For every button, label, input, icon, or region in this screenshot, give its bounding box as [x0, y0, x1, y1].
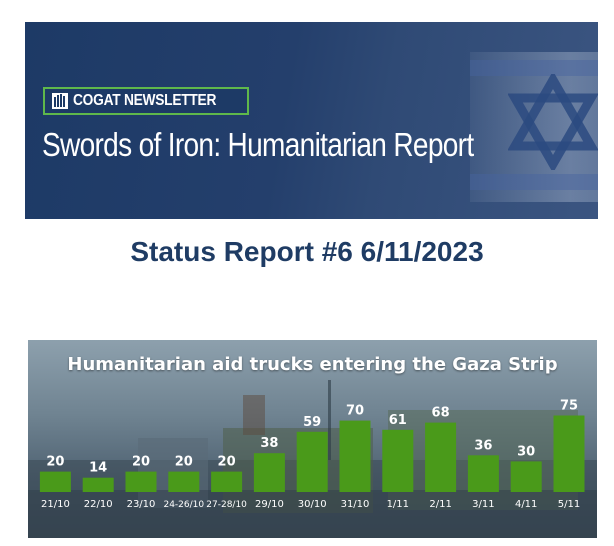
star-of-david-icon [508, 74, 598, 170]
bar-value-label: 30 [517, 444, 535, 459]
category-label: 29/10 [255, 499, 284, 510]
category-label: 4/11 [515, 499, 537, 510]
newsletter-badge: COGAT NEWSLETTER [43, 87, 250, 115]
bar-value-label: 36 [474, 438, 492, 453]
aid-trucks-chart: Humanitarian aid trucks entering the Gaz… [28, 340, 597, 538]
status-report-title: Status Report #6 6/11/2023 [130, 236, 484, 267]
chart-bar [296, 431, 328, 492]
newsletter-label: COGAT NEWSLETTER [73, 92, 217, 109]
bar-value-label: 59 [303, 415, 321, 430]
newsletter-banner: COGAT NEWSLETTER Swords of Iron: Humanit… [25, 22, 598, 219]
bar-value-label: 61 [389, 413, 407, 428]
chart-bar [425, 422, 457, 492]
category-label: 3/11 [472, 499, 494, 510]
report-title: Swords of Iron: Humanitarian Report [42, 126, 474, 163]
chart-plot: 20 21/10 14 22/10 20 23/10 20 24-26/10 20 27-28/1… [39, 399, 585, 510]
category-label: 27-28/10 [206, 500, 247, 510]
bar-value-label: 70 [346, 404, 364, 419]
bar-value-label: 20 [218, 455, 236, 470]
chart-bar [253, 453, 285, 492]
category-label: 1/11 [387, 499, 409, 510]
category-label: 31/10 [341, 499, 370, 510]
chart-title: Humanitarian aid trucks entering the Gaz… [67, 354, 558, 375]
category-label: 2/11 [429, 499, 451, 510]
chart-bar [211, 471, 243, 492]
category-label: 22/10 [84, 499, 113, 510]
bar-value-label: 20 [132, 455, 150, 470]
flag-stripe-top [470, 60, 598, 76]
chart-bar [510, 461, 542, 492]
chart-bar [125, 471, 157, 492]
category-label: 21/10 [41, 499, 70, 510]
category-label: 5/11 [558, 499, 580, 510]
category-label: 23/10 [127, 499, 156, 510]
israel-flag [470, 52, 598, 202]
bar-value-label: 20 [46, 455, 64, 470]
category-label: 24-26/10 [163, 500, 204, 510]
bar-value-label: 68 [432, 406, 450, 421]
cogat-emblem-icon [52, 93, 68, 109]
chart-bar [553, 415, 585, 492]
bar-value-label: 20 [175, 455, 193, 470]
chart-bar [339, 420, 371, 492]
chart-bar [39, 471, 71, 492]
category-label: 30/10 [298, 499, 327, 510]
chart-bar [82, 477, 114, 492]
bar-value-label: 14 [89, 461, 107, 476]
bar-value-label: 38 [260, 436, 278, 451]
flag-stripe-bottom [470, 174, 598, 190]
bar-value-label: 75 [560, 399, 578, 414]
chart-bar [382, 429, 414, 492]
chart-bar [467, 455, 499, 492]
chart-bar [168, 471, 200, 492]
